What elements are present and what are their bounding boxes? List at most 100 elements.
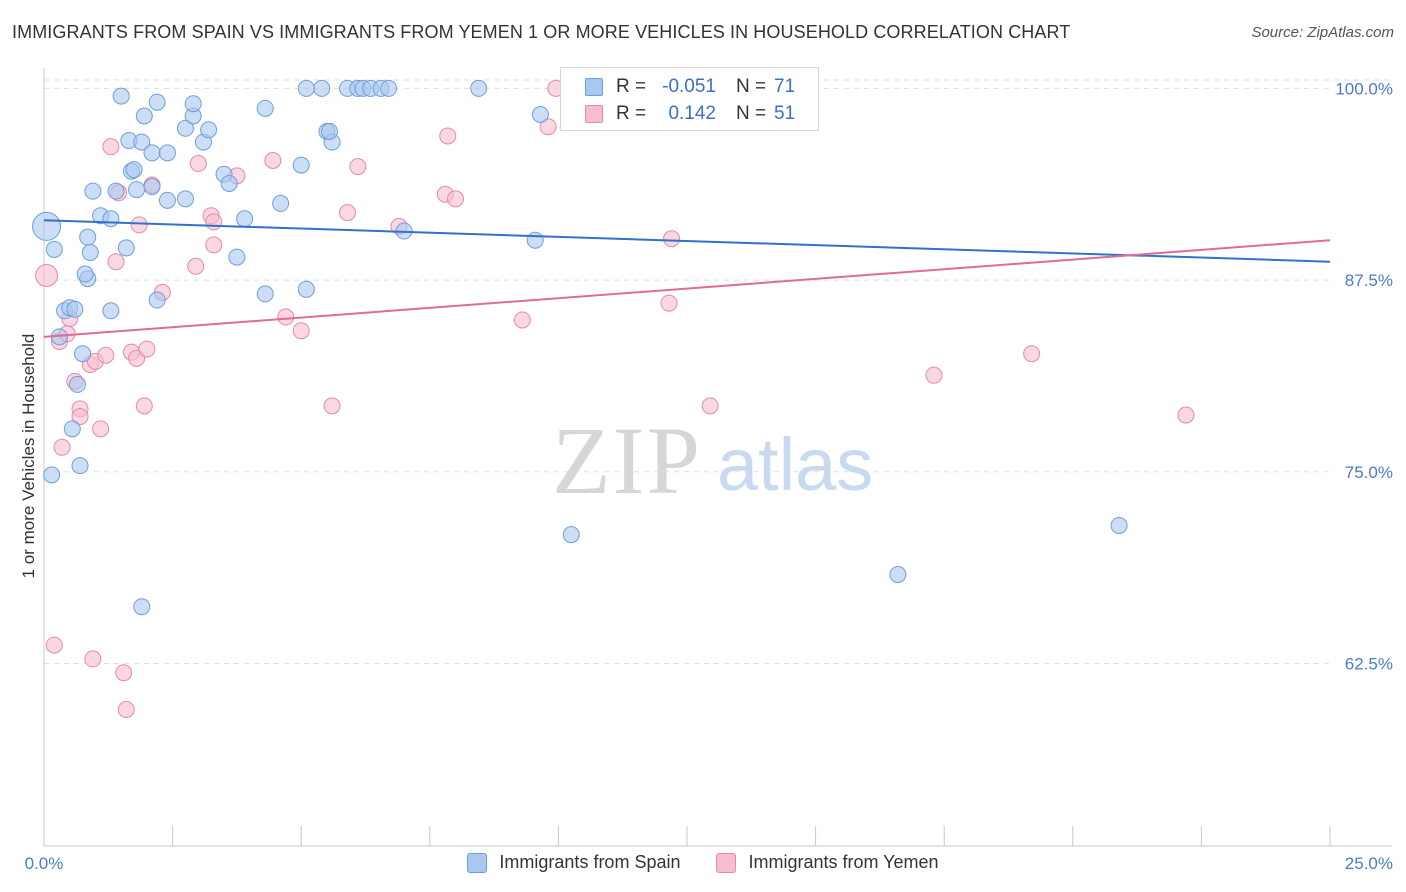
x-tick-label: 0.0% (25, 854, 64, 873)
data-point (277, 308, 295, 326)
data-point (320, 122, 338, 140)
data-point (562, 526, 580, 544)
data-point (158, 144, 176, 162)
n-label: N = (736, 103, 767, 124)
data-point (272, 194, 290, 212)
data-point (663, 230, 681, 248)
data-point (338, 204, 356, 222)
data-point (1023, 345, 1041, 363)
data-point (63, 420, 81, 438)
data-point (107, 253, 125, 271)
spain-trend-line (43, 219, 1331, 263)
chart-title: IMMIGRANTS FROM SPAIN VS IMMIGRANTS FROM… (12, 22, 1071, 42)
n-label: N = (736, 76, 767, 97)
x-tick-label: 25.0% (1345, 854, 1393, 873)
legend-item-spain[interactable]: Immigrants from Spain (467, 852, 680, 873)
data-point (79, 228, 97, 246)
data-point (200, 121, 218, 139)
data-point (189, 155, 207, 173)
data-point (701, 397, 719, 415)
data-point (133, 598, 151, 616)
data-point (176, 190, 194, 208)
data-point (220, 174, 238, 192)
y-tick-label: 75.0% (1345, 463, 1393, 482)
data-point (925, 366, 943, 384)
source-label: Source: ZipAtlas.com (1251, 24, 1394, 41)
data-point (526, 231, 544, 249)
y-axis-label: 1 or more Vehicles in Household (19, 334, 38, 579)
watermark: ZIP atlas (552, 407, 873, 514)
spain-legend-label: Immigrants from Spain (499, 852, 681, 872)
legend-row-spain: R = -0.051 N = 71 (585, 74, 795, 100)
n-value: 71 (774, 76, 796, 97)
yemen-swatch (585, 105, 603, 123)
data-point (531, 105, 549, 123)
data-point (112, 87, 130, 105)
data-point (71, 408, 89, 426)
n-value: 51 (774, 103, 796, 124)
data-point (447, 190, 465, 208)
data-point (187, 257, 205, 275)
data-point (138, 340, 156, 358)
data-point (74, 345, 92, 363)
watermark-atlas: atlas (717, 423, 873, 506)
data-point (539, 118, 557, 136)
spain-swatch (585, 78, 603, 96)
data-point (102, 302, 120, 320)
data-point (102, 210, 120, 228)
data-point (102, 138, 120, 156)
data-point (97, 346, 115, 364)
data-point (68, 375, 86, 393)
data-point (66, 300, 84, 318)
data-point (76, 265, 94, 283)
data-point (115, 664, 133, 682)
data-point (133, 133, 151, 151)
yemen-trend-line (43, 239, 1331, 338)
r-value: -0.051 (662, 76, 716, 97)
axes (43, 68, 1392, 847)
data-point (205, 213, 223, 231)
data-point (256, 99, 274, 117)
data-point (43, 466, 61, 484)
tick-labels: 62.5% 75.0% 87.5% 100.0% 0.0% 25.0% (25, 79, 1393, 873)
r-value: 0.142 (668, 103, 716, 124)
data-point (45, 240, 63, 258)
data-point (176, 119, 194, 137)
yemen-legend-swatch (716, 852, 737, 873)
yemen-points (35, 79, 1195, 719)
legend-item-yemen[interactable]: Immigrants from Yemen (716, 852, 939, 873)
data-point (513, 311, 531, 329)
data-point (264, 151, 282, 169)
data-point (107, 182, 125, 200)
data-point (81, 243, 99, 261)
watermark-zip: ZIP (552, 407, 702, 514)
data-point (349, 158, 367, 176)
data-point (313, 79, 331, 97)
data-point (125, 161, 143, 179)
yemen-legend-label: Immigrants from Yemen (748, 852, 939, 872)
data-point (889, 566, 907, 584)
data-point (143, 178, 161, 196)
data-point (256, 285, 274, 303)
data-point (53, 438, 71, 456)
data-point (236, 210, 254, 228)
data-point (143, 144, 161, 162)
data-point (184, 95, 202, 113)
data-point (158, 191, 176, 209)
data-point (439, 127, 457, 145)
data-point (117, 239, 135, 257)
y-tick-label: 62.5% (1345, 655, 1393, 674)
data-point (35, 264, 59, 288)
data-point (292, 156, 310, 174)
data-point (92, 420, 110, 438)
data-point (128, 181, 146, 199)
data-point (148, 93, 166, 111)
data-point (205, 236, 223, 254)
y-tick-label: 87.5% (1345, 271, 1393, 290)
data-point (228, 248, 246, 266)
data-point (135, 397, 153, 415)
data-point (117, 701, 135, 719)
data-point (84, 650, 102, 668)
data-point (660, 294, 678, 312)
